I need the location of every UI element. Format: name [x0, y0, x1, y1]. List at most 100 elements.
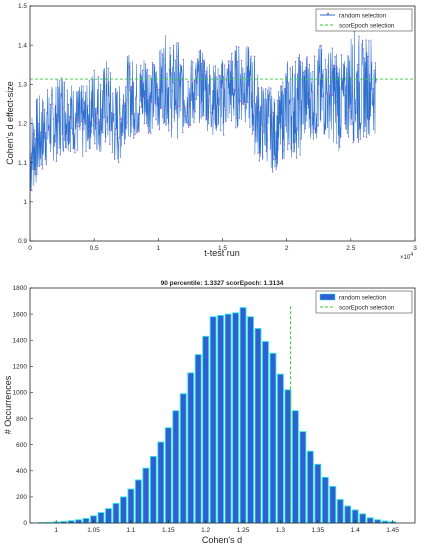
top-random-selection-point — [144, 63, 147, 65]
top-random-selection-point — [43, 122, 45, 124]
top-y-tick-label: 1.4 — [18, 42, 27, 49]
top-random-selection-point — [131, 113, 133, 115]
top-random-selection-point — [277, 115, 279, 118]
top-random-selection-point — [216, 104, 218, 107]
top-random-selection-point — [203, 61, 206, 63]
effect-size-histogram: 90 percentile: 1.3327 scorEpoch: 1.3134 … — [3, 280, 416, 545]
top-legend-box — [315, 8, 413, 32]
top-random-selection-point — [304, 127, 306, 130]
top-random-selection-point — [60, 93, 62, 95]
top-random-selection-point — [59, 80, 61, 82]
top-random-selection-point — [116, 128, 118, 131]
top-random-selection-point — [358, 81, 361, 84]
top-random-selection-point — [239, 100, 241, 103]
top-random-selection-point — [311, 117, 313, 119]
top-random-selection-point — [361, 39, 364, 42]
top-random-selection-point — [362, 48, 364, 50]
top-random-selection-point — [165, 106, 168, 108]
histogram-bar — [134, 479, 142, 524]
top-random-selection-point — [367, 55, 369, 58]
histogram-bar — [127, 488, 135, 524]
top-random-selection-point — [193, 121, 195, 124]
top-random-selection-point — [203, 114, 205, 116]
top-random-selection-point — [247, 85, 249, 87]
histogram-bar — [120, 496, 127, 524]
top-random-selection-point — [94, 143, 96, 145]
top-random-selection-point — [277, 91, 280, 93]
top-random-selection-point — [358, 35, 360, 37]
bottom-legend-random-swatch — [319, 293, 336, 301]
top-random-selection-point — [76, 118, 78, 120]
top-random-selection-point — [238, 46, 240, 48]
histogram-bar — [299, 431, 307, 524]
top-random-selection-point — [299, 154, 301, 156]
top-random-selection-point — [300, 60, 302, 63]
top-random-selection-point — [371, 101, 374, 103]
top-random-selection-point — [70, 118, 72, 121]
top-random-selection-point — [303, 74, 305, 77]
top-random-selection-point — [84, 120, 86, 122]
top-random-selection-point — [228, 82, 231, 84]
top-random-selection-point — [113, 113, 115, 115]
top-random-selection-point — [272, 171, 274, 173]
top-random-selection-point — [302, 86, 304, 88]
top-random-selection-point — [356, 76, 358, 78]
top-random-selection-point — [312, 71, 314, 73]
top-random-selection-point — [250, 55, 252, 57]
top-random-selection-point — [201, 71, 203, 74]
top-x-ticks: 0 0.5 1 1.5 2 2.5 3 — [28, 238, 417, 252]
top-random-selection-point — [185, 115, 187, 117]
top-random-selection-point — [240, 100, 242, 102]
top-random-selection-point — [66, 89, 69, 92]
top-random-selection-point — [349, 110, 351, 113]
top-random-selection-point — [36, 173, 38, 175]
top-random-selection-point — [306, 56, 308, 58]
top-random-selection-point — [356, 136, 358, 138]
histogram-bars — [37, 307, 397, 524]
top-random-selection-point — [80, 121, 83, 123]
top-random-selection-point — [183, 99, 185, 102]
top-random-selection-point — [212, 117, 214, 120]
top-random-selection-point — [154, 103, 157, 105]
top-random-selection-point — [267, 122, 269, 124]
top-x-tick-label: 2 — [285, 245, 289, 252]
top-x-tick-label: 2.5 — [346, 245, 355, 252]
top-random-selection-point — [279, 143, 281, 145]
top-random-selection-point — [124, 102, 126, 104]
histogram-bar — [157, 441, 165, 524]
top-random-selection-point — [85, 150, 87, 153]
top-random-selection-point — [185, 122, 187, 124]
top-random-selection-point — [282, 138, 284, 141]
top-random-selection-point — [213, 86, 215, 89]
top-random-selection-point — [297, 73, 299, 75]
top-random-selection-point — [69, 115, 71, 118]
top-random-selection-point — [57, 121, 59, 123]
top-random-selection-point — [170, 72, 172, 74]
top-random-selection-point — [343, 80, 346, 83]
top-random-selection-point — [285, 84, 287, 86]
top-y-tick-label: 1 — [23, 199, 27, 206]
histogram-bar — [187, 372, 195, 524]
top-random-selection-point — [155, 119, 157, 121]
top-random-selection-point — [309, 98, 311, 101]
top-random-selection-point — [276, 115, 278, 117]
top-random-selection-point — [139, 100, 141, 102]
top-random-selection-point — [369, 82, 371, 84]
top-random-selection-point — [77, 109, 79, 111]
top-random-selection-point — [352, 141, 354, 144]
top-random-selection-point — [97, 76, 100, 78]
histogram-bar — [112, 502, 120, 524]
bottom-y-tick-label: 200 — [16, 494, 27, 501]
top-random-selection-point — [126, 99, 128, 101]
top-random-selection-point — [105, 135, 107, 138]
top-random-selection-point — [42, 154, 44, 156]
top-random-selection-point — [140, 64, 142, 67]
top-random-selection-point — [363, 135, 365, 138]
top-random-selection-point — [174, 72, 176, 74]
top-random-selection-point — [244, 72, 246, 75]
top-random-selection-point — [291, 98, 293, 101]
top-random-selection-point — [232, 77, 234, 79]
top-random-selection-point — [274, 158, 277, 161]
top-random-selection-point — [245, 101, 247, 103]
top-random-selection-point — [236, 117, 238, 120]
